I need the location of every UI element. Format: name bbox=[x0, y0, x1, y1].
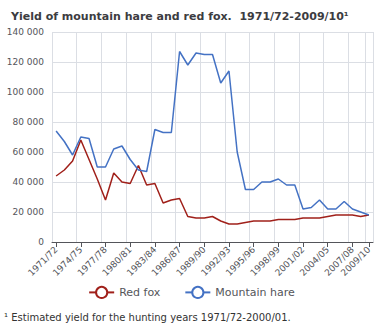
svg-text:2009/10: 2009/10 bbox=[339, 244, 373, 278]
svg-text:0: 0 bbox=[38, 237, 44, 247]
svg-text:1980/81: 1980/81 bbox=[100, 244, 134, 278]
svg-text:2004/05: 2004/05 bbox=[297, 244, 332, 278]
svg-text:20 000: 20 000 bbox=[13, 207, 45, 217]
svg-text:Mountain hare: Mountain hare bbox=[215, 286, 295, 299]
svg-text:1983/84: 1983/84 bbox=[125, 244, 159, 278]
svg-text:1995/96: 1995/96 bbox=[223, 244, 258, 278]
svg-text:40 000: 40 000 bbox=[13, 177, 45, 187]
svg-text:120 000: 120 000 bbox=[7, 57, 44, 67]
svg-text:140 000: 140 000 bbox=[7, 27, 44, 37]
svg-text:60 000: 60 000 bbox=[13, 147, 45, 157]
svg-text:Red fox: Red fox bbox=[119, 286, 161, 299]
svg-text:1998/99: 1998/99 bbox=[248, 244, 282, 278]
svg-text:1992/93: 1992/93 bbox=[199, 244, 233, 278]
svg-text:100 000: 100 000 bbox=[7, 87, 44, 97]
svg-text:Yield of mountain hare and red: Yield of mountain hare and red fox. 1971… bbox=[10, 10, 349, 23]
svg-text:1986/87: 1986/87 bbox=[149, 244, 184, 278]
svg-text:2007/08: 2007/08 bbox=[322, 244, 356, 278]
svg-text:¹ Estimated yield for the hunt: ¹ Estimated yield for the hunting years … bbox=[4, 312, 291, 323]
svg-text:1971/72: 1971/72 bbox=[26, 244, 60, 278]
svg-text:1977/78: 1977/78 bbox=[75, 244, 109, 278]
svg-text:1974/75: 1974/75 bbox=[50, 244, 85, 278]
svg-text:80 000: 80 000 bbox=[13, 117, 45, 127]
svg-text:1989/90: 1989/90 bbox=[174, 244, 208, 278]
svg-text:2001/02: 2001/02 bbox=[273, 244, 307, 278]
